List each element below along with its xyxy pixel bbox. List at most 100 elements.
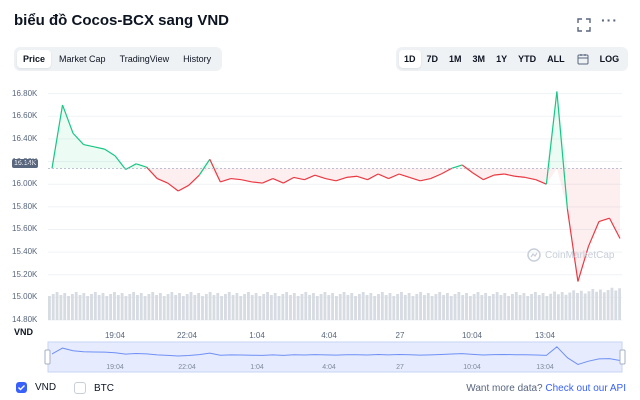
volume-bar [476, 292, 480, 320]
range-1d[interactable]: 1D [399, 50, 421, 68]
volume-bar [128, 294, 132, 320]
price-line-segment [420, 177, 431, 182]
current-price-tag: 16.14K [12, 159, 39, 168]
price-line-segment [461, 164, 474, 174]
range-7d[interactable]: 7D [426, 54, 439, 64]
volume-bar [579, 290, 583, 320]
price-line-segment [472, 172, 484, 181]
price-line-segment [566, 209, 579, 282]
volume-bar [250, 295, 254, 320]
volume-bar [101, 293, 105, 320]
more-options-button[interactable]: ··· [601, 12, 618, 28]
btc-checkbox[interactable] [74, 382, 86, 394]
volume-bar [116, 295, 120, 320]
volume-bar [415, 294, 419, 320]
volume-bar [155, 295, 158, 320]
volume-bar [468, 296, 472, 320]
volume-bar [595, 291, 599, 320]
price-line-segment [335, 176, 347, 182]
price-line-segment [272, 177, 284, 184]
volume-bar [602, 292, 606, 320]
volume-bar [346, 295, 350, 320]
legend-btc[interactable]: BTC [74, 382, 114, 394]
price-line-segment [114, 155, 127, 170]
price-line-segment [367, 173, 379, 181]
range-all[interactable]: ALL [547, 54, 565, 64]
volume-bar [193, 295, 197, 320]
volume-bar [335, 296, 338, 320]
price-line-segment [198, 158, 211, 176]
volume-bar [553, 291, 556, 320]
volume-bar [243, 294, 246, 320]
volume-bar [277, 296, 281, 320]
vnd-checkbox[interactable] [16, 382, 27, 393]
volume-bar [338, 294, 342, 320]
volume-bar [438, 292, 442, 320]
volume-bar [147, 294, 151, 320]
tab-tradingview[interactable]: TradingView [119, 54, 170, 64]
coinmarketcap-logo-icon [527, 248, 541, 262]
volume-bar [503, 293, 507, 320]
range-ytd[interactable]: YTD [518, 54, 537, 64]
volume-bar [289, 295, 292, 320]
volume-bar [484, 293, 488, 320]
volume-bar [174, 295, 178, 320]
api-link[interactable]: Check out our API [545, 383, 626, 394]
price-line-segment [262, 177, 274, 184]
volume-bar [499, 295, 503, 320]
price-line-segment [430, 173, 442, 180]
chart-type-tabs: Price Market Cap TradingView History [14, 47, 223, 71]
volume-bar [266, 292, 269, 320]
volume-bar [377, 294, 380, 320]
price-line-segment [409, 176, 421, 182]
volume-bar [224, 294, 227, 320]
volume-bar [315, 296, 319, 320]
volume-bar [511, 294, 514, 320]
volume-bar [342, 292, 346, 320]
volume-bar [587, 291, 591, 320]
volume-bar [296, 296, 300, 320]
legend-vnd[interactable]: VND [16, 382, 56, 393]
navigator-handle-left[interactable] [44, 349, 51, 365]
volume-bar [461, 295, 465, 320]
y-tick-label: 15.40K [12, 247, 38, 257]
range-log[interactable]: LOG [599, 54, 620, 64]
price-line-segment [167, 182, 179, 192]
volume-bar [86, 296, 90, 320]
tab-history[interactable]: History [183, 54, 212, 64]
volume-bar [610, 287, 614, 320]
volume-bar [449, 296, 453, 320]
navigator-x-tick-label: 27 [396, 364, 404, 371]
volume-bar [304, 292, 308, 320]
volume-bar [407, 293, 411, 320]
volume-bar [400, 292, 403, 320]
navigator-handle-right[interactable] [619, 349, 626, 365]
volume-bar [576, 293, 579, 320]
x-tick-label: 10:04 [461, 331, 483, 340]
volume-bar [189, 292, 193, 320]
y-tick-label: 15.20K [12, 269, 38, 279]
volume-bar [488, 296, 491, 320]
calendar-icon[interactable] [571, 49, 595, 69]
y-tick-label: 15.00K [12, 292, 38, 302]
price-line-segment [314, 174, 326, 180]
volume-bar [235, 293, 239, 320]
coinmarketcap-watermark: CoinMarketCap [527, 248, 614, 262]
price-line-segment [598, 217, 610, 223]
range-3m[interactable]: 3M [472, 54, 486, 64]
range-1y[interactable]: 1Y [496, 54, 508, 64]
price-line-segment [83, 143, 95, 148]
expand-icon[interactable] [573, 14, 595, 36]
legend-label-vnd: VND [35, 382, 57, 393]
volume-bar [568, 292, 572, 320]
price-area-down [52, 168, 620, 282]
range-1m[interactable]: 1M [449, 54, 462, 64]
price-line-segment [125, 163, 137, 171]
tab-market-cap[interactable]: Market Cap [59, 54, 106, 64]
volume-bar [384, 295, 388, 320]
volume-bar [522, 293, 526, 320]
volume-bar [281, 294, 285, 320]
tab-price[interactable]: Price [17, 50, 52, 68]
x-tick-label: 22:04 [176, 331, 198, 340]
volume-bar [162, 296, 166, 320]
